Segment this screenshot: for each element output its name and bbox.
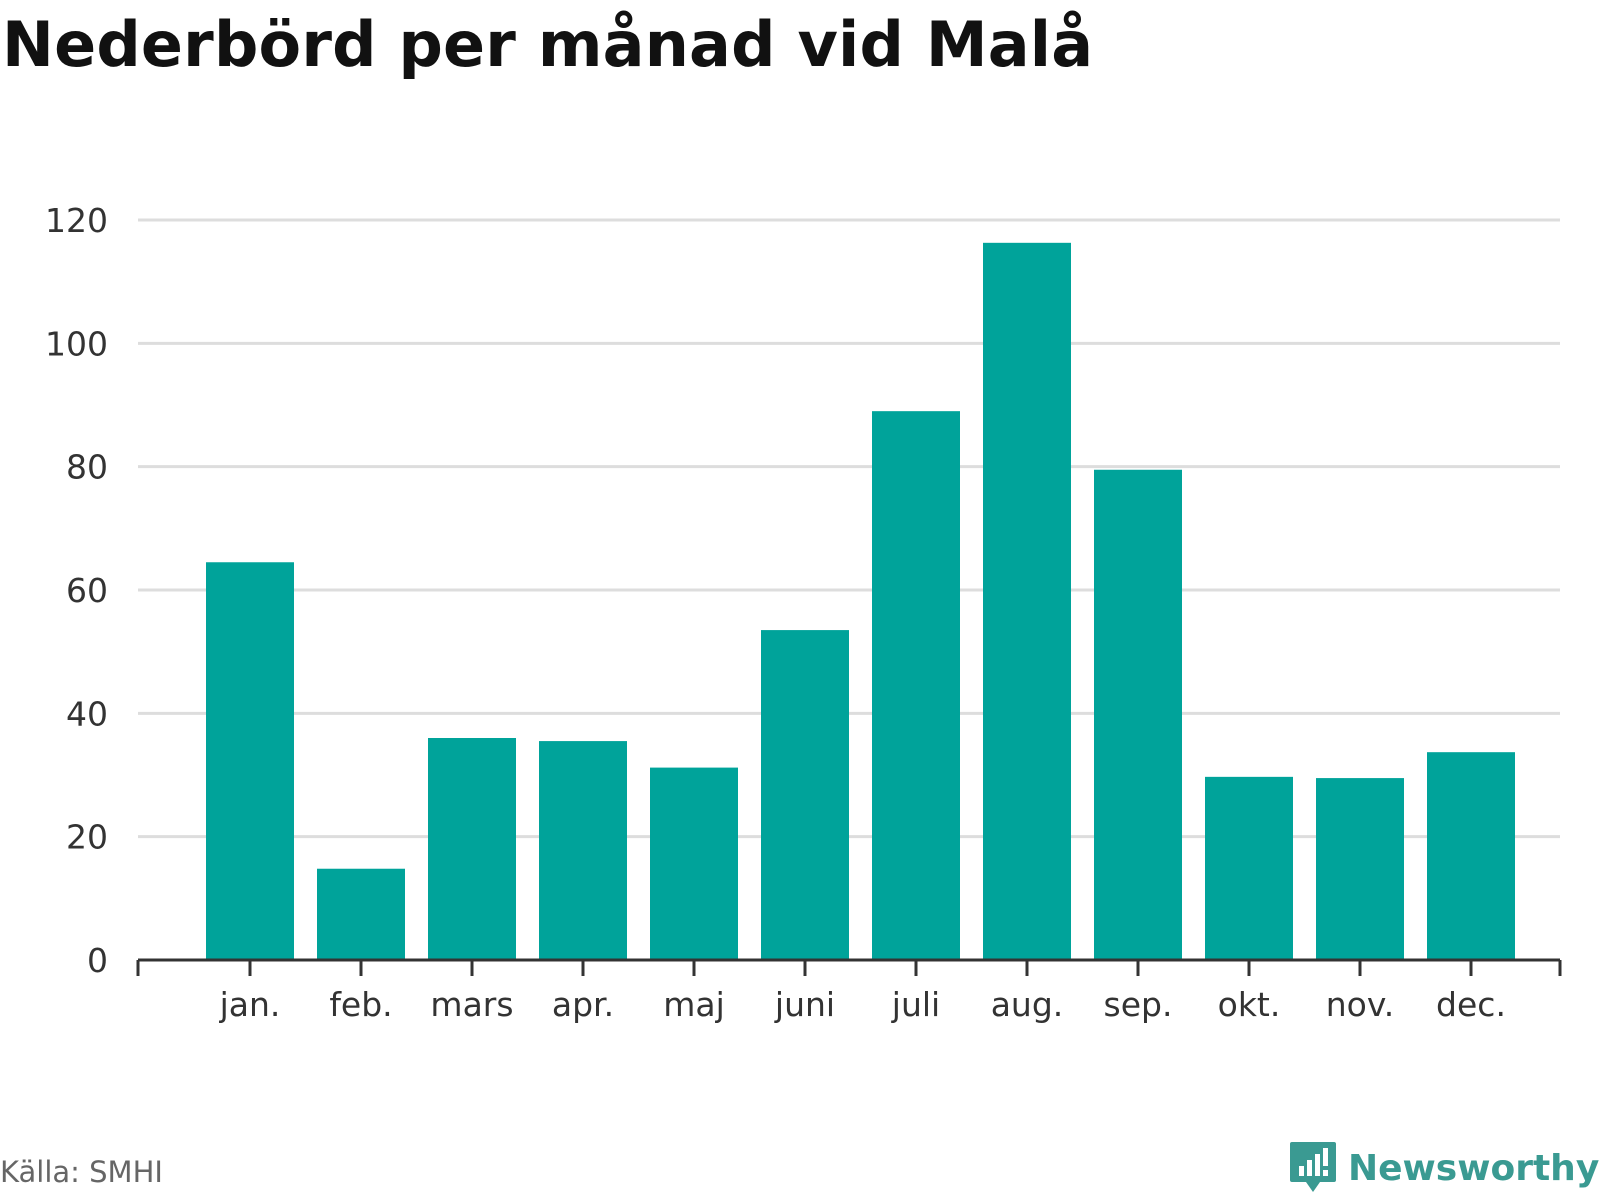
bar-3 <box>539 741 627 960</box>
bar-7 <box>983 242 1071 961</box>
y-tick-label: 100 <box>45 324 108 363</box>
bar-8 <box>1094 469 1182 960</box>
bar-11 <box>1427 752 1515 960</box>
x-tick-label: nov. <box>1326 985 1395 1024</box>
brand-name: Newsworthy <box>1348 1147 1600 1189</box>
brand-logo: Newsworthy <box>1288 1140 1599 1196</box>
chart-title: Nederbörd per månad vid Malå <box>2 8 1094 81</box>
x-tick-label: apr. <box>552 985 614 1024</box>
bar-5 <box>761 630 849 960</box>
x-axis <box>136 958 1562 976</box>
x-axis-labels: jan. feb. mars apr. maj juni juli aug. sep. okt. n… <box>219 985 1506 1024</box>
x-tick-label: aug. <box>991 985 1064 1024</box>
x-tick-label: okt. <box>1218 985 1281 1024</box>
y-tick-label: 0 <box>87 941 108 980</box>
x-tick-label: juli <box>891 985 940 1024</box>
source-note: Källa: SMHI <box>0 1155 163 1189</box>
bar-10 <box>1316 778 1404 960</box>
bar-2 <box>428 738 516 960</box>
x-tick-label: mars <box>430 985 513 1024</box>
x-tick-label: feb. <box>329 985 392 1024</box>
x-tick-label: juni <box>774 985 835 1024</box>
x-tick-label: sep. <box>1104 985 1173 1024</box>
x-tick-label: dec. <box>1436 985 1506 1024</box>
bar-6 <box>872 411 960 961</box>
newsworthy-logo-icon <box>1290 1142 1336 1192</box>
x-tick-label: jan. <box>219 985 281 1024</box>
y-tick-label: 40 <box>66 694 108 733</box>
bar-4 <box>650 767 738 960</box>
bar-1 <box>317 868 405 960</box>
y-tick-label: 20 <box>66 818 108 857</box>
y-tick-label: 120 <box>45 201 108 240</box>
bar-9 <box>1205 776 1293 960</box>
y-tick-label: 60 <box>66 571 108 610</box>
bars <box>206 242 1515 961</box>
x-tick-label: maj <box>663 985 725 1024</box>
y-axis-labels: 0 20 40 60 80 100 120 <box>45 201 108 980</box>
y-tick-label: 80 <box>66 448 108 487</box>
bar-0 <box>206 562 294 960</box>
